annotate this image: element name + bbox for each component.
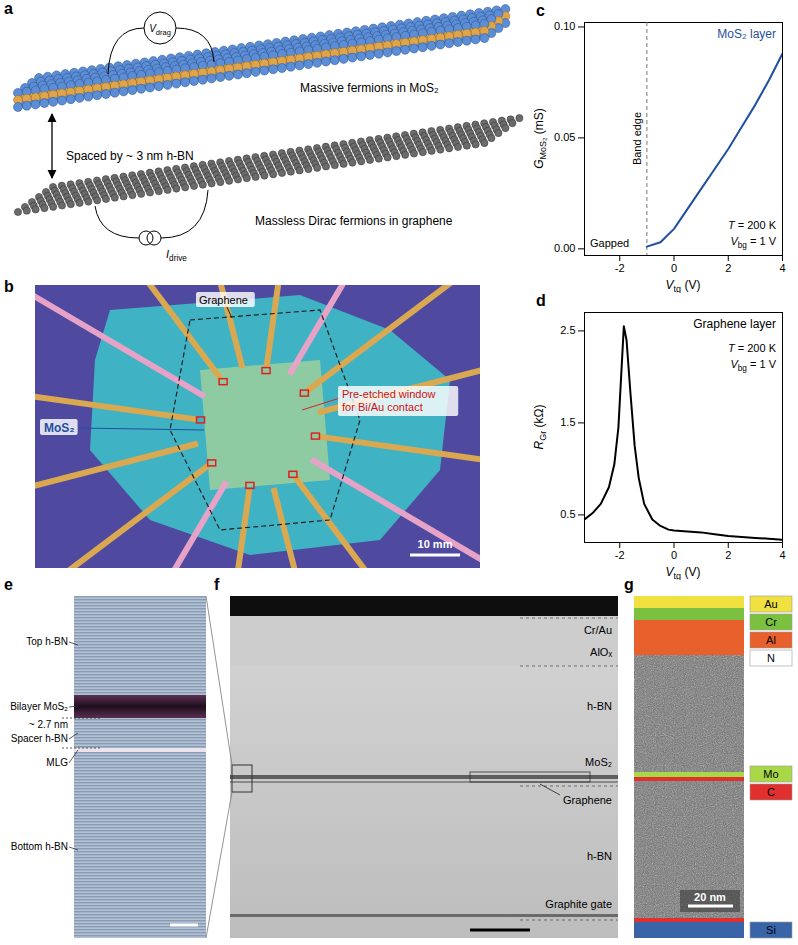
- svg-text:T = 200 K: T = 200 K: [728, 342, 777, 354]
- svg-text:Cr: Cr: [765, 616, 777, 628]
- svg-text:Spaced by ~ 3 nm h-BN: Spaced by ~ 3 nm h-BN: [66, 149, 194, 163]
- svg-text:Vbg = 1 V: Vbg = 1 V: [730, 235, 776, 250]
- svg-text:Massless Dirac fermions in gra: Massless Dirac fermions in graphene: [255, 214, 453, 228]
- svg-text:Vdrag: Vdrag: [149, 23, 171, 37]
- svg-text:0.10: 0.10: [554, 20, 575, 32]
- svg-text:2: 2: [725, 262, 731, 274]
- svg-text:2.5: 2.5: [560, 324, 575, 336]
- svg-text:0.5: 0.5: [560, 508, 575, 520]
- svg-text:~ 2.7 nm: ~ 2.7 nm: [29, 719, 68, 730]
- svg-text:Vbg = 1 V: Vbg = 1 V: [730, 358, 776, 373]
- svg-text:C: C: [767, 786, 775, 798]
- svg-text:0.00: 0.00: [554, 242, 575, 254]
- svg-text:2: 2: [725, 549, 731, 561]
- svg-text:MLG: MLG: [46, 757, 68, 768]
- svg-text:Graphene layer: Graphene layer: [693, 317, 776, 331]
- svg-text:g: g: [624, 576, 634, 593]
- svg-text:Si: Si: [766, 924, 776, 936]
- svg-text:N: N: [767, 652, 775, 664]
- svg-text:RGr (kΩ): RGr (kΩ): [532, 405, 548, 450]
- svg-text:10 mm: 10 mm: [418, 538, 453, 550]
- svg-text:AlOₓ: AlOₓ: [590, 646, 612, 658]
- svg-text:0: 0: [671, 549, 677, 561]
- svg-text:4: 4: [779, 549, 785, 561]
- svg-text:for Bi/Au contact: for Bi/Au contact: [342, 401, 423, 413]
- svg-text:b: b: [4, 278, 14, 295]
- svg-text:Gapped: Gapped: [590, 237, 629, 249]
- svg-text:-2: -2: [615, 549, 625, 561]
- svg-text:20 nm: 20 nm: [694, 891, 726, 903]
- svg-text:MoS₂: MoS₂: [585, 756, 612, 768]
- svg-text:Bottom h-BN: Bottom h-BN: [11, 841, 68, 852]
- svg-text:Vtg (V): Vtg (V): [666, 565, 701, 580]
- svg-text:Graphene: Graphene: [563, 794, 612, 806]
- svg-text:f: f: [214, 576, 220, 593]
- svg-text:T = 200 K: T = 200 K: [728, 219, 777, 231]
- svg-text:1.5: 1.5: [560, 416, 575, 428]
- svg-text:4: 4: [779, 262, 785, 274]
- svg-text:MoS₂ layer: MoS₂ layer: [717, 27, 776, 41]
- svg-text:Al: Al: [766, 634, 776, 646]
- svg-text:Idrive: Idrive: [166, 248, 187, 263]
- svg-text:Graphene: Graphene: [199, 294, 248, 306]
- svg-text:-2: -2: [615, 262, 625, 274]
- svg-text:Vtg (V): Vtg (V): [666, 278, 701, 293]
- svg-text:h-BN: h-BN: [587, 700, 612, 712]
- svg-text:Cr/Au: Cr/Au: [584, 624, 612, 636]
- svg-text:Graphite gate: Graphite gate: [545, 898, 612, 910]
- svg-text:Spacer h-BN: Spacer h-BN: [11, 733, 68, 744]
- svg-text:Bilayer MoS₂: Bilayer MoS₂: [10, 701, 68, 712]
- svg-text:Au: Au: [764, 598, 777, 610]
- svg-text:Mo: Mo: [763, 768, 778, 780]
- svg-text:h-BN: h-BN: [587, 850, 612, 862]
- svg-text:0.05: 0.05: [554, 131, 575, 143]
- svg-text:Pre-etched window: Pre-etched window: [342, 388, 436, 400]
- svg-text:Band edge: Band edge: [631, 112, 643, 165]
- svg-text:GMoS₂ (mS): GMoS₂ (mS): [532, 108, 548, 169]
- svg-text:Massive fermions in MoS₂: Massive fermions in MoS₂: [300, 81, 439, 95]
- svg-text:Top h-BN: Top h-BN: [26, 636, 68, 647]
- svg-text:e: e: [4, 576, 13, 593]
- svg-text:0: 0: [671, 262, 677, 274]
- svg-text:c: c: [536, 2, 545, 19]
- svg-text:a: a: [4, 0, 13, 17]
- svg-text:MoS₂: MoS₂: [44, 421, 75, 435]
- svg-text:d: d: [536, 292, 546, 309]
